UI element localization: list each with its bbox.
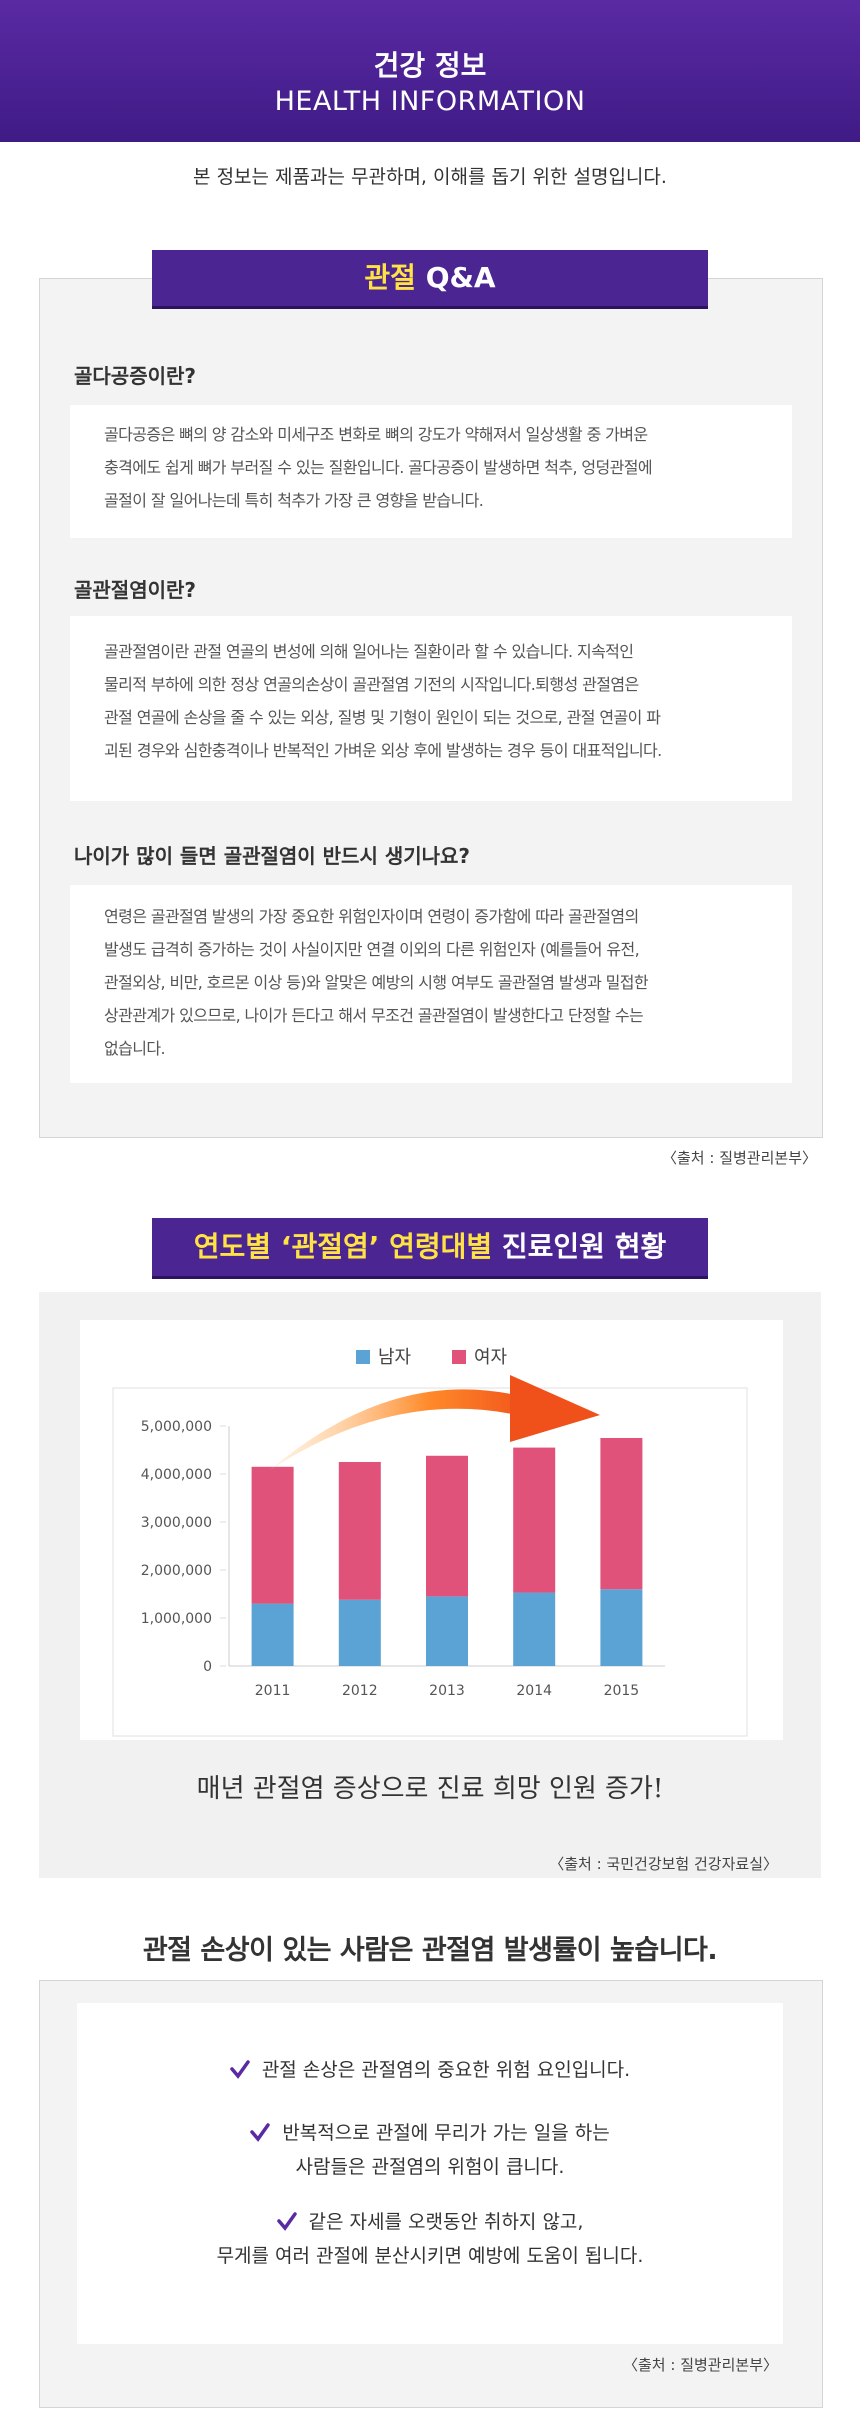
x-tick-label: 2011 bbox=[255, 1683, 291, 1699]
x-tick-label: 2014 bbox=[516, 1683, 552, 1699]
question: 골관절염이란? bbox=[74, 578, 197, 602]
bar bbox=[600, 1438, 643, 1590]
y-tick-label: 2,000,000 bbox=[141, 1563, 212, 1579]
answer-line: 물리적 부하에 의한 정상 연골의손상이 골관절염 기전의 시작입니다.퇴행성 … bbox=[104, 675, 639, 694]
plot-frame bbox=[112, 1387, 748, 1737]
answer-line: 괴된 경우와 심한충격이나 반복적인 가벼운 외상 후에 발생하는 경우 등이 … bbox=[104, 741, 662, 760]
tab-highlight: 관절 bbox=[364, 261, 416, 294]
bar bbox=[426, 1596, 468, 1666]
bar bbox=[513, 1592, 556, 1666]
answer-line: 연령은 골관절염 발생의 가장 중요한 위험인자이며 연령이 증가함에 따라 골… bbox=[104, 907, 639, 926]
risk-heading: 관절 손상이 있는 사람은 관절염 발생률이 높습니다. bbox=[142, 1935, 718, 1966]
answer-line: 골다공증은 뼈의 양 감소와 미세구조 변화로 뼈의 강도가 약해져서 일상생활… bbox=[104, 425, 648, 444]
source: 〈출처 : 질병관리본부〉 bbox=[662, 1149, 817, 1167]
check-icon bbox=[250, 2123, 271, 2142]
source: 〈출처 : 질병관리본부〉 bbox=[623, 2356, 778, 2374]
y-tick-label: 1,000,000 bbox=[141, 1611, 212, 1627]
header-subtitle: HEALTH INFORMATION bbox=[274, 86, 586, 117]
source: 〈출처 : 국민건강보험 건강자료실〉 bbox=[549, 1855, 778, 1873]
risk-line: 사람들은 관절염의 위험이 큽니다. bbox=[295, 2156, 565, 2178]
chart-caption: 매년 관절염 증상으로 진료 희망 인원 증가! bbox=[196, 1774, 664, 1804]
chart-tab: 연도별 ‘관절염’ 연령대별 진료인원 현황 bbox=[152, 1218, 708, 1276]
y-tick-label: 5,000,000 bbox=[141, 1419, 212, 1435]
answer-line: 관절외상, 비만, 호르몬 이상 등)와 알맞은 예방의 시행 여부도 골관절염… bbox=[104, 973, 649, 992]
answer-line: 없습니다. bbox=[104, 1039, 166, 1058]
answer-box bbox=[70, 885, 792, 1083]
qa-tab: 관절 Q&A bbox=[152, 250, 708, 306]
answer-line: 골절이 잘 일어나는데 특히 척추가 가장 큰 영향을 받습니다. bbox=[104, 491, 484, 510]
bar bbox=[426, 1455, 468, 1597]
legend-label: 여자 bbox=[474, 1347, 508, 1368]
legend-swatch bbox=[356, 1350, 370, 1364]
arrow-body bbox=[270, 1389, 535, 1470]
check-icon bbox=[230, 2060, 250, 2079]
x-tick-label: 2012 bbox=[342, 1683, 378, 1699]
x-tick-label: 2013 bbox=[429, 1683, 465, 1699]
answer-box bbox=[70, 616, 792, 801]
answer-line: 충격에도 쉽게 뼈가 부러질 수 있는 질환입니다. 골다공증이 발생하면 척추… bbox=[104, 458, 653, 477]
tab-highlight: 연도별 ‘관절염’ 연령대별 bbox=[193, 1230, 493, 1263]
bar bbox=[338, 1462, 381, 1600]
y-tick-label: 4,000,000 bbox=[141, 1467, 212, 1483]
legend-swatch bbox=[452, 1350, 466, 1364]
question: 골다공증이란? bbox=[74, 364, 197, 388]
bar bbox=[513, 1447, 556, 1593]
chart: 0 1,000,000 2,000,000 3,000,000 4,000,000 5,0… bbox=[80, 1320, 783, 1740]
bar bbox=[251, 1466, 294, 1604]
risk-line: 관절 손상은 관절염의 중요한 위험 요인입니다. bbox=[77, 2053, 783, 2087]
check-icon bbox=[276, 2212, 297, 2231]
answer-line: 발생도 급격히 증가하는 것이 사실이지만 연결 이외의 다른 위험인자 (예를… bbox=[104, 940, 640, 959]
header: 건강 정보 HEALTH INFORMATION bbox=[0, 0, 860, 142]
y-tick-label: 0 bbox=[203, 1659, 212, 1675]
answer-box bbox=[70, 405, 792, 538]
legend-label: 남자 bbox=[378, 1347, 412, 1368]
header-title: 건강 정보 bbox=[373, 49, 487, 82]
risk-line: 같은 자세를 오랫동안 취하지 않고, bbox=[77, 2205, 783, 2239]
risk-line: 무게를 여러 관절에 분산시키면 예방에 도움이 됩니다. bbox=[216, 2245, 644, 2267]
bar bbox=[251, 1603, 294, 1666]
question: 나이가 많이 들면 골관절염이 반드시 생기나요? bbox=[74, 844, 471, 868]
tab-text: 진료인원 현황 bbox=[501, 1230, 667, 1263]
tab-text: Q&A bbox=[425, 261, 496, 294]
arrow-head bbox=[510, 1375, 600, 1442]
risk-box bbox=[77, 2003, 783, 2344]
answer-line: 골관절염이란 관절 연골의 변성에 의해 일어나는 질환이라 할 수 있습니다.… bbox=[104, 642, 634, 661]
bar bbox=[338, 1599, 381, 1666]
bar bbox=[600, 1589, 643, 1666]
notice: 본 정보는 제품과는 무관하며, 이해를 돕기 위한 설명입니다. bbox=[193, 166, 667, 188]
answer-line: 관절 연골에 손상을 줄 수 있는 외상, 질병 및 기형이 원인이 되는 것으… bbox=[104, 708, 661, 727]
x-tick-label: 2015 bbox=[604, 1683, 640, 1699]
answer-line: 상관관계가 있으므로, 나이가 든다고 해서 무조건 골관절염이 발생한다고 단… bbox=[104, 1006, 644, 1025]
y-tick-label: 3,000,000 bbox=[141, 1515, 212, 1531]
risk-line: 반복적으로 관절에 무리가 가는 일을 하는 bbox=[77, 2116, 783, 2150]
